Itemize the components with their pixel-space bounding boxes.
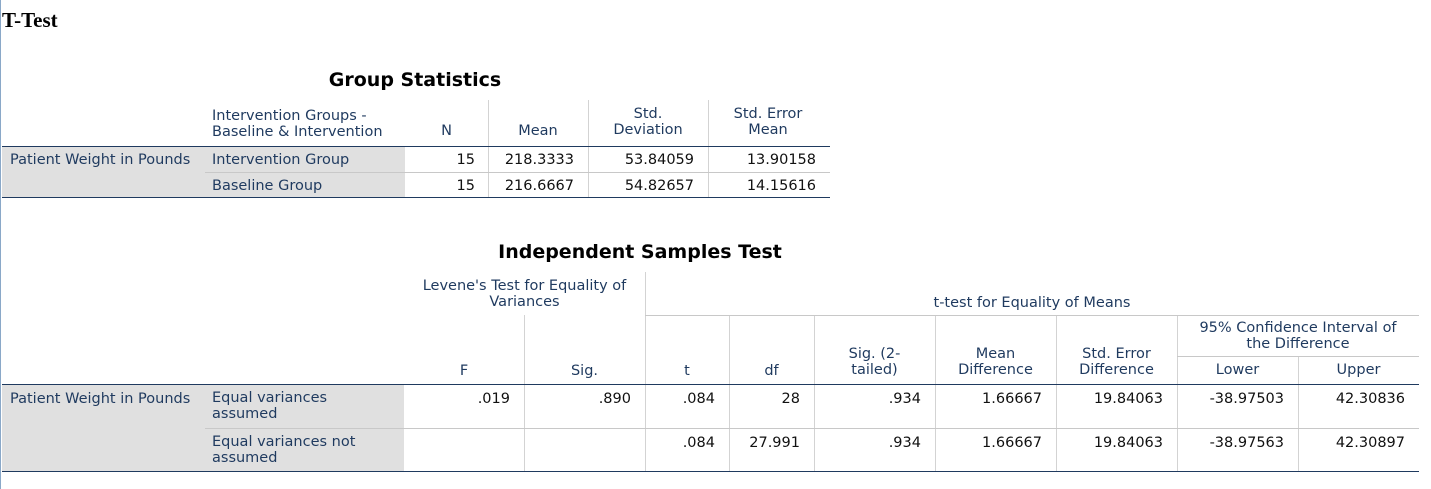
cell-t: .084 [682,391,715,407]
variable-label: Patient Weight in Pounds [10,391,191,407]
header-n: N [441,123,452,139]
row-separator [205,428,1419,429]
cell-upper: 42.30897 [1335,435,1405,451]
header-group-column: Intervention Groups - Baseline & Interve… [212,108,383,140]
grid-line [488,100,489,146]
header-upper: Upper [1336,362,1381,378]
header-mean-difference: Mean Difference [958,346,1033,378]
header-rule [645,315,1419,316]
grid-line [588,100,589,146]
row-separator [205,172,830,173]
cell-lower: -38.97503 [1209,391,1284,407]
group-statistics-caption: Group Statistics [328,69,502,91]
group-label: Intervention Group [212,152,350,168]
cell-std-error-difference: 19.84063 [1093,435,1163,451]
cell-std-error-mean: 14.15616 [746,178,816,194]
header-lower: Lower [1215,362,1260,378]
header-sig: Sig. [570,363,599,379]
grid-line [1056,315,1057,384]
header-t: t [684,363,690,379]
cell-n: 15 [456,152,475,168]
group-label: Baseline Group [212,178,323,194]
cell-t: .084 [682,435,715,451]
cell-mean: 218.3333 [504,152,574,168]
header-std-error-mean: Std. Error Mean [733,106,803,138]
table-bottom-rule [2,471,1419,472]
grid-line [708,100,709,146]
row-label: Equal variances not assumed [212,434,356,466]
grid-line [524,315,525,384]
cell-n: 15 [456,178,475,194]
header-bottom-rule [2,146,830,147]
cell-mean-difference: 1.66667 [982,435,1042,451]
left-margin-rule [0,0,1,489]
cell-lower: -38.97563 [1209,435,1284,451]
header-mean: Mean [518,123,558,139]
header-sig-2-tailed: Sig. (2- tailed) [848,346,901,378]
header-std-error-difference: Std. Error Difference [1079,346,1154,378]
cell-sig-2-tailed: .934 [888,391,921,407]
grid-line [1298,357,1299,384]
header-df: df [764,363,779,379]
cell-df: 28 [781,391,800,407]
header-t-test: t-test for Equality of Means [933,295,1131,311]
cell-std-deviation: 54.82657 [624,178,694,194]
row-label: Equal variances assumed [212,390,328,422]
grid-line [645,272,646,384]
cell-df: 27.991 [749,435,800,451]
header-f: F [459,363,469,379]
grid-line [1177,315,1178,384]
variable-label: Patient Weight in Pounds [10,152,191,168]
cell-std-deviation: 53.84059 [624,152,694,168]
cell-mean: 216.6667 [504,178,574,194]
cell-sig: .890 [598,391,631,407]
independent-samples-caption: Independent Samples Test [498,241,782,263]
header-levene-test: Levene's Test for Equality of Variances [422,278,627,310]
header-bottom-rule [2,384,1419,385]
cell-std-error-difference: 19.84063 [1093,391,1163,407]
header-rule [1177,356,1419,357]
grid-line [935,315,936,384]
page-title: T-Test [2,8,58,32]
cell-sig-2-tailed: .934 [888,435,921,451]
cell-f: .019 [477,391,510,407]
header-std-deviation: Std. Deviation [613,106,683,138]
cell-std-error-mean: 13.90158 [746,152,816,168]
cell-mean-difference: 1.66667 [982,391,1042,407]
header-confidence-interval: 95% Confidence Interval of the Differenc… [1199,320,1397,352]
grid-line [729,315,730,384]
cell-upper: 42.30836 [1335,391,1405,407]
grid-line [814,315,815,384]
table-bottom-rule [2,197,830,198]
